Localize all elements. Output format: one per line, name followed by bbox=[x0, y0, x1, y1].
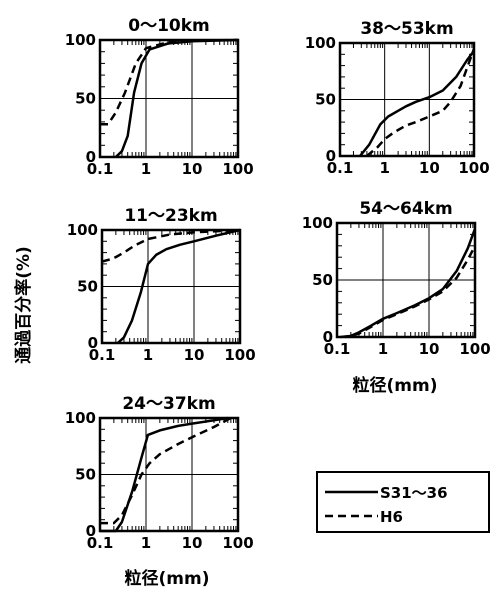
plot-frame bbox=[100, 228, 242, 345]
chart-panel-2: 11～23km 0.1 1 10 100 0 50 100 bbox=[67, 206, 256, 364]
x-tick-label: 100 bbox=[222, 534, 253, 552]
x-tick-label: 0.1 bbox=[89, 346, 116, 364]
x-tick-label: 1 bbox=[141, 534, 151, 552]
legend-entry-0: S31～36 bbox=[380, 484, 448, 502]
x-tick-label: 10 bbox=[184, 346, 205, 364]
plot-frame bbox=[335, 221, 477, 339]
y-axis-label: 通過百分率(%) bbox=[13, 246, 34, 364]
x-tick-label: 10 bbox=[419, 340, 440, 358]
plot-frame bbox=[98, 416, 240, 533]
y-tick-label: 50 bbox=[75, 90, 96, 108]
chart-title: 38～53km bbox=[360, 19, 453, 39]
chart-title: 0～10km bbox=[128, 16, 210, 36]
chart-title: 24～37km bbox=[122, 394, 215, 414]
series-line-s31-36 bbox=[344, 228, 477, 339]
y-tick-label: 0 bbox=[88, 334, 98, 352]
y-tick-label: 50 bbox=[312, 271, 333, 289]
x-tick-label: 1 bbox=[141, 160, 151, 178]
chart-panel-4: 24～37km 0.1 1 10 100 0 50 100 bbox=[65, 394, 254, 552]
x-tick-label: 1 bbox=[143, 346, 153, 364]
y-tick-label: 100 bbox=[65, 409, 96, 427]
chart-panel-0: 0～10km 0.1 1 10 100 0 50 100 bbox=[65, 16, 254, 178]
series-line-h6 bbox=[366, 48, 476, 157]
y-tick-label: 0 bbox=[86, 148, 96, 166]
legend: S31～36 H6 bbox=[316, 471, 490, 533]
series-line-h6 bbox=[100, 38, 239, 126]
x-tick-label: 100 bbox=[458, 159, 489, 177]
x-tick-label: 100 bbox=[222, 160, 253, 178]
chart-panel-1: 38～53km 0.1 1 10 100 0 50 100 bbox=[305, 19, 490, 177]
y-tick-label: 50 bbox=[77, 278, 98, 296]
chart-title: 11～23km bbox=[124, 206, 217, 226]
y-tick-label: 100 bbox=[305, 34, 336, 52]
legend-box bbox=[316, 471, 490, 533]
x-tick-label: 10 bbox=[182, 534, 203, 552]
x-axis-label-bottom: 粒径(mm) bbox=[125, 568, 210, 589]
series-line-s31-36 bbox=[359, 50, 475, 157]
series-line-h6 bbox=[340, 245, 477, 339]
x-tick-label: 1 bbox=[378, 340, 388, 358]
y-tick-label: 0 bbox=[86, 522, 96, 540]
y-tick-label: 100 bbox=[67, 221, 98, 239]
plot-frame bbox=[338, 41, 476, 158]
chart-title: 54～64km bbox=[359, 199, 452, 219]
x-tick-label: 100 bbox=[459, 340, 490, 358]
y-tick-label: 0 bbox=[326, 147, 336, 165]
x-axis-label-upper-right: 粒径(mm) bbox=[353, 375, 438, 396]
x-tick-label: 1 bbox=[379, 159, 389, 177]
x-tick-label: 100 bbox=[224, 346, 255, 364]
x-tick-label: 10 bbox=[419, 159, 440, 177]
y-tick-label: 0 bbox=[323, 328, 333, 346]
series-line-s31-36 bbox=[116, 228, 241, 344]
x-tick-label: 0.1 bbox=[87, 534, 114, 552]
x-tick-label: 0.1 bbox=[324, 340, 351, 358]
x-tick-label: 0.1 bbox=[87, 160, 114, 178]
y-tick-label: 50 bbox=[75, 466, 96, 484]
series-line-h6 bbox=[100, 416, 232, 525]
series-line-s31-36 bbox=[100, 416, 229, 533]
x-tick-label: 0.1 bbox=[327, 159, 354, 177]
legend-entry-1: H6 bbox=[380, 508, 403, 526]
y-tick-label: 50 bbox=[315, 91, 336, 109]
y-tick-label: 100 bbox=[65, 31, 96, 49]
y-tick-label: 100 bbox=[302, 214, 333, 232]
x-tick-label: 10 bbox=[182, 160, 203, 178]
plot-frame bbox=[98, 38, 240, 159]
chart-panel-3: 54～64km 0.1 1 10 100 0 50 100 bbox=[302, 199, 491, 358]
